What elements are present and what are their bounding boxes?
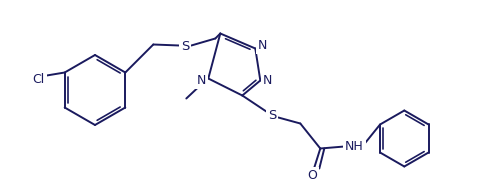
Text: NH: NH: [345, 140, 364, 153]
Text: N: N: [258, 39, 267, 52]
Text: N: N: [263, 74, 272, 87]
Text: S: S: [181, 40, 189, 53]
Text: Cl: Cl: [33, 73, 45, 86]
Text: O: O: [308, 169, 317, 182]
Text: S: S: [268, 109, 277, 122]
Text: N: N: [196, 74, 206, 87]
